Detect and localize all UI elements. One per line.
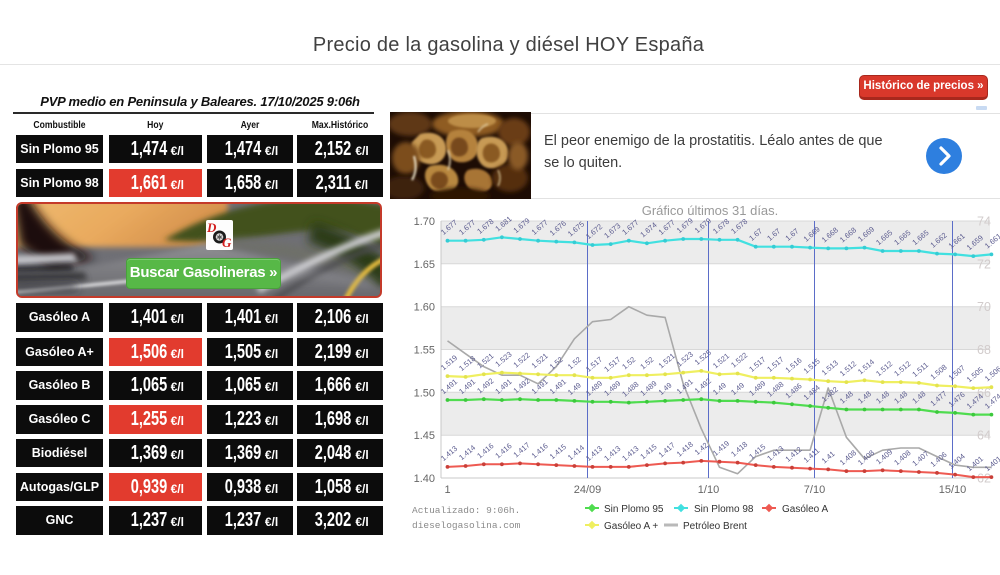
svg-text:1.52: 1.52 <box>620 355 637 371</box>
svg-text:1.408: 1.408 <box>838 448 858 467</box>
svg-text:1.413: 1.413 <box>620 444 640 463</box>
svg-text:1.507: 1.507 <box>947 363 967 382</box>
svg-text:1.45: 1.45 <box>414 430 435 442</box>
svg-text:1/10: 1/10 <box>698 484 719 496</box>
svg-text:Sin Plomo 95: Sin Plomo 95 <box>604 504 664 515</box>
svg-text:70: 70 <box>977 300 991 314</box>
svg-text:1.414: 1.414 <box>457 443 477 462</box>
svg-text:Gasóleo A: Gasóleo A <box>782 504 828 515</box>
svg-text:62: 62 <box>977 472 991 486</box>
svg-text:7/10: 7/10 <box>804 484 825 496</box>
svg-text:1.416: 1.416 <box>475 441 495 460</box>
svg-text:G: G <box>222 235 232 250</box>
svg-text:1.508: 1.508 <box>929 363 949 382</box>
svg-text:1.40: 1.40 <box>414 473 435 485</box>
svg-text:1.413: 1.413 <box>602 444 622 463</box>
svg-text:1.415: 1.415 <box>548 442 568 461</box>
svg-text:Petróleo Brent: Petróleo Brent <box>683 521 747 532</box>
svg-text:72: 72 <box>977 257 991 271</box>
svg-text:1.517: 1.517 <box>747 355 767 374</box>
svg-text:66: 66 <box>977 386 991 400</box>
svg-text:1.418: 1.418 <box>729 440 749 459</box>
svg-text:1.522: 1.522 <box>512 351 532 370</box>
svg-text:1.516: 1.516 <box>784 356 804 375</box>
svg-text:1.418: 1.418 <box>675 440 695 459</box>
svg-text:1.408: 1.408 <box>892 448 912 467</box>
svg-text:1.521: 1.521 <box>711 351 731 370</box>
svg-text:1.519: 1.519 <box>439 353 459 372</box>
svg-text:1.521: 1.521 <box>657 351 677 370</box>
svg-text:1.52: 1.52 <box>566 355 583 371</box>
svg-text:1.505: 1.505 <box>965 365 985 384</box>
svg-text:1.413: 1.413 <box>765 444 785 463</box>
svg-text:1.512: 1.512 <box>874 359 894 378</box>
svg-text:1.417: 1.417 <box>657 440 677 459</box>
svg-text:1.52: 1.52 <box>638 355 655 371</box>
svg-text:1.55: 1.55 <box>414 345 435 357</box>
svg-text:68: 68 <box>977 343 991 357</box>
svg-text:dieselogasolina.com: dieselogasolina.com <box>412 520 521 531</box>
svg-text:1.513: 1.513 <box>820 358 840 377</box>
svg-text:D: D <box>206 220 217 235</box>
svg-text:1.514: 1.514 <box>856 357 876 376</box>
svg-text:1.404: 1.404 <box>947 452 967 471</box>
svg-text:1.511: 1.511 <box>910 360 930 379</box>
svg-text:1.523: 1.523 <box>493 350 513 369</box>
svg-text:Gasóleo A +: Gasóleo A + <box>604 521 658 532</box>
svg-text:1.401: 1.401 <box>965 454 985 473</box>
svg-text:1.413: 1.413 <box>439 444 459 463</box>
svg-text:1.411: 1.411 <box>802 446 822 465</box>
svg-text:1.417: 1.417 <box>512 440 532 459</box>
svg-text:1.515: 1.515 <box>802 357 822 376</box>
svg-text:1.406: 1.406 <box>929 450 949 469</box>
svg-text:Gráfico últimos 31 días.: Gráfico últimos 31 días. <box>642 203 779 218</box>
svg-text:1.415: 1.415 <box>747 442 767 461</box>
svg-text:1.415: 1.415 <box>638 442 658 461</box>
svg-text:1.416: 1.416 <box>493 441 513 460</box>
svg-text:1.419: 1.419 <box>711 439 731 458</box>
svg-text:1.525: 1.525 <box>693 348 713 367</box>
svg-text:1.512: 1.512 <box>838 359 858 378</box>
svg-text:1.65: 1.65 <box>414 259 435 271</box>
svg-text:1.409: 1.409 <box>874 447 894 466</box>
svg-text:1.512: 1.512 <box>892 359 912 378</box>
svg-text:1.70: 1.70 <box>414 216 435 228</box>
svg-text:1.401: 1.401 <box>983 454 1000 473</box>
svg-text:64: 64 <box>977 429 991 443</box>
svg-text:1.60: 1.60 <box>414 302 435 314</box>
svg-text:74: 74 <box>977 215 991 229</box>
svg-text:1.412: 1.412 <box>784 445 804 464</box>
svg-text:1.506: 1.506 <box>983 364 1000 383</box>
svg-text:1.523: 1.523 <box>675 350 695 369</box>
svg-text:1.50: 1.50 <box>414 387 435 399</box>
svg-text:Sin Plomo 98: Sin Plomo 98 <box>694 504 754 515</box>
svg-text:1.521: 1.521 <box>530 351 550 370</box>
svg-text:1: 1 <box>444 484 450 496</box>
svg-text:24/09: 24/09 <box>574 484 602 496</box>
svg-text:Actualizado: 9:06h.: Actualizado: 9:06h. <box>412 505 520 516</box>
svg-text:1.416: 1.416 <box>530 441 550 460</box>
svg-text:1.517: 1.517 <box>765 355 785 374</box>
svg-text:15/10: 15/10 <box>939 484 967 496</box>
svg-text:1.414: 1.414 <box>566 443 586 462</box>
svg-text:1.41: 1.41 <box>820 449 837 465</box>
